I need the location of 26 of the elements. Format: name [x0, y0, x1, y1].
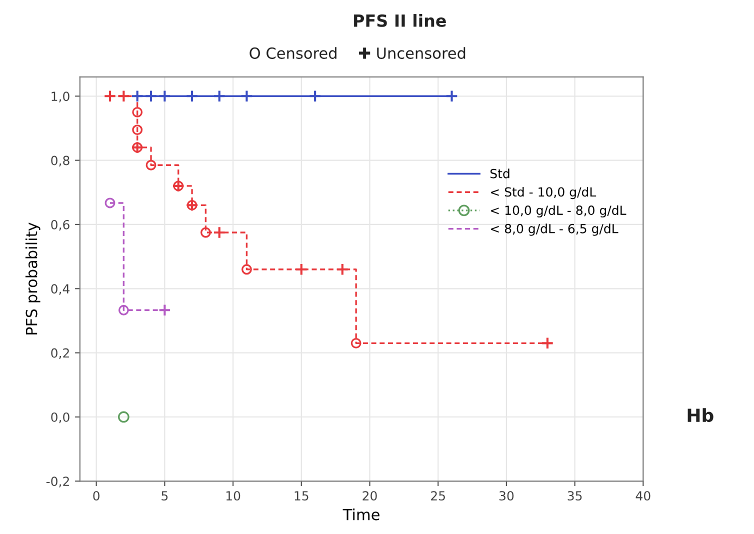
x-tick-label: 15 — [294, 491, 308, 501]
y-tick-label: 0,8 — [51, 156, 70, 167]
x-tick-label: 0 — [93, 491, 100, 501]
y-tick-label: 0,0 — [51, 412, 70, 424]
y-axis-title: PFS probability — [25, 222, 40, 334]
y-tick-label: 0,6 — [51, 220, 70, 231]
y-tick-label: 0,2 — [51, 348, 69, 360]
legend-label: < 10,0 g/dL - 8,0 g/dL — [490, 205, 626, 218]
x-tick-label: 40 — [636, 491, 650, 501]
x-axis-title: Time — [342, 508, 380, 520]
y-tick-label: 0,4 — [51, 284, 70, 295]
y-tick-label: 1,0 — [52, 92, 70, 102]
x-tick-label: 25 — [431, 491, 445, 501]
chart-title: PFS II line — [354, 14, 446, 27]
x-tick-label: 30 — [499, 491, 514, 501]
legend-label: < 8,0 g/dL - 6,5 g/dL — [490, 224, 618, 236]
x-tick-label: 20 — [362, 491, 377, 501]
text: ✚ Uncensored — [358, 47, 466, 59]
y-tick-label: -0,2 — [46, 476, 69, 488]
x-tick-label: 10 — [226, 491, 240, 501]
legend-label: < Std - 10,0 g/dL — [490, 186, 596, 200]
text: O Censored — [250, 47, 336, 59]
x-tick-label: 5 — [162, 491, 168, 501]
legend-label: Std — [490, 168, 510, 178]
x-tick-label: 35 — [568, 491, 582, 501]
text: Hb — [688, 408, 714, 422]
